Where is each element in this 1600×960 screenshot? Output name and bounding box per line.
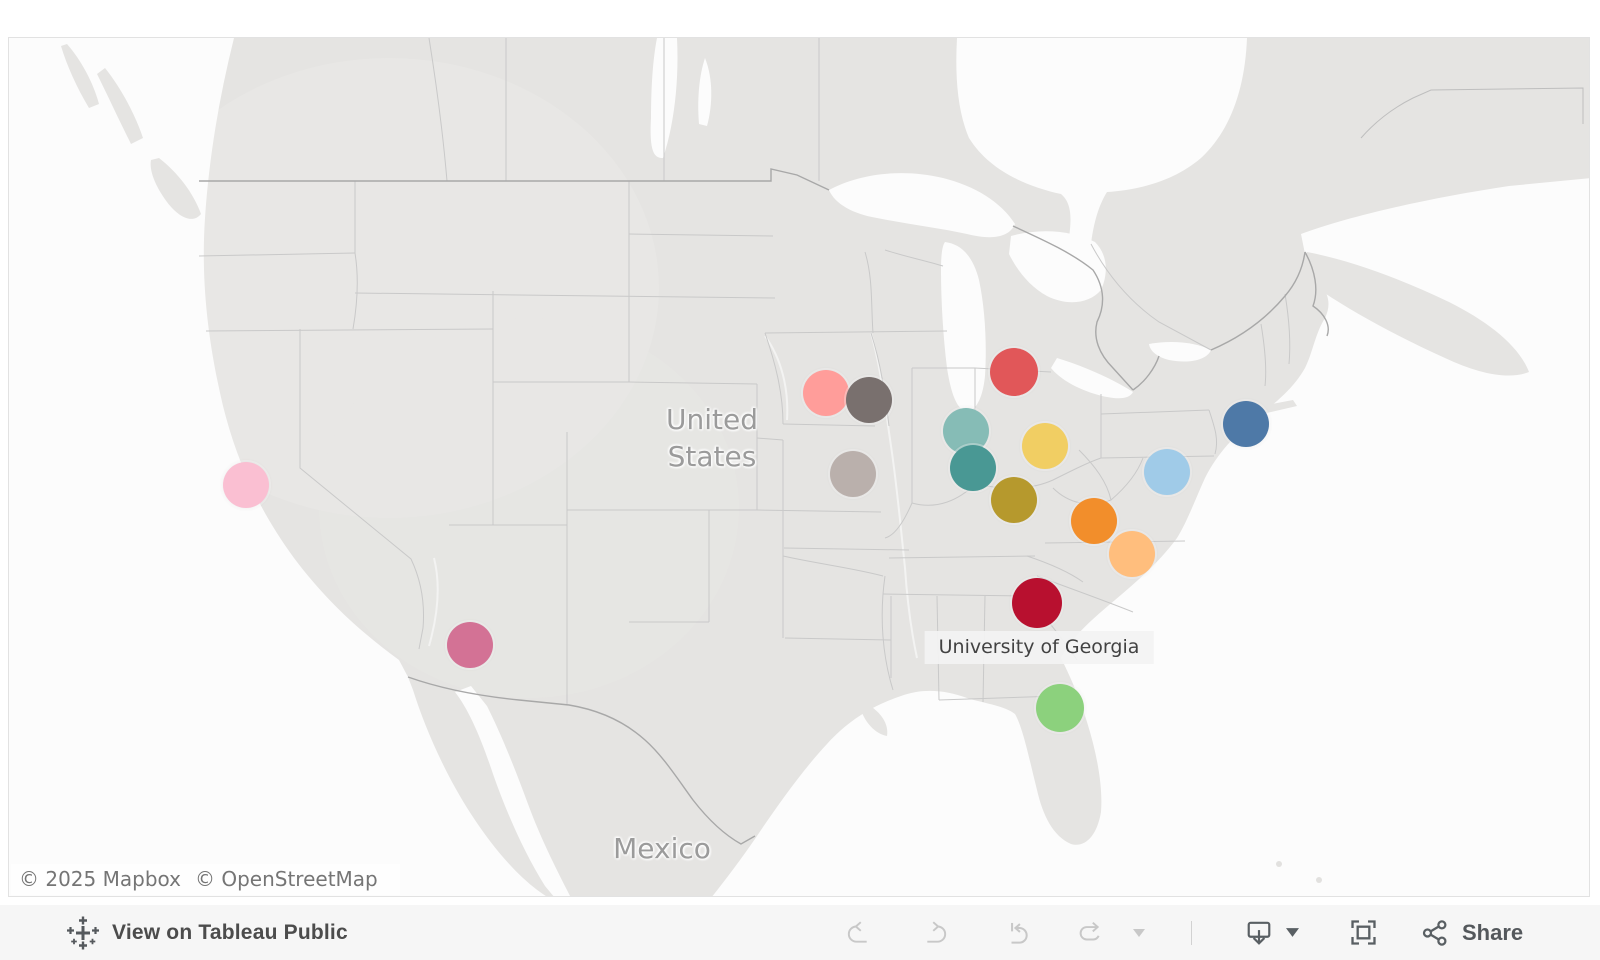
download-menu-caret-icon[interactable] — [1284, 905, 1300, 960]
tableau-toolbar: View on Tableau Public — [0, 905, 1600, 960]
download-button[interactable] — [1243, 905, 1275, 960]
mapbox-attribution-link[interactable]: © 2025 Mapbox — [19, 867, 181, 891]
redo-button[interactable] — [922, 905, 950, 960]
geo-label-mexico: Mexico — [613, 832, 711, 865]
map-attribution: © 2025 Mapbox © OpenStreetMap — [11, 864, 400, 895]
map-canvas[interactable]: United States Mexico University of Georg… — [8, 37, 1590, 897]
reset-button[interactable] — [1001, 905, 1031, 960]
mark-light-orange[interactable] — [1109, 531, 1155, 577]
refresh-menu-caret-icon[interactable] — [1131, 905, 1147, 960]
toolbar-divider — [1191, 921, 1192, 945]
share-icon — [1422, 919, 1447, 946]
view-on-tableau-public-button[interactable]: View on Tableau Public — [66, 905, 348, 960]
undo-button[interactable] — [843, 905, 871, 960]
view-on-tableau-public-label: View on Tableau Public — [112, 920, 348, 944]
fullscreen-button[interactable] — [1346, 905, 1380, 960]
mark-dark-blue[interactable] — [1223, 401, 1269, 447]
osm-attribution-link[interactable]: © OpenStreetMap — [194, 867, 378, 891]
mark-university-of-georgia[interactable] — [1012, 578, 1062, 628]
mark-olive[interactable] — [991, 477, 1037, 523]
share-label: Share — [1462, 919, 1524, 945]
mark-orange[interactable] — [1071, 498, 1117, 544]
mark-salmon[interactable] — [803, 370, 849, 416]
mark-green[interactable] — [1036, 684, 1084, 732]
tableau-logo-icon — [67, 916, 99, 949]
mark-light-blue[interactable] — [1144, 449, 1190, 495]
mark-teal[interactable] — [950, 445, 996, 491]
mark-red[interactable] — [990, 348, 1038, 396]
mark-label-university-of-georgia: University of Georgia — [924, 631, 1154, 664]
mark-light-gray[interactable] — [830, 451, 876, 497]
mark-pink[interactable] — [447, 622, 493, 668]
mark-light-pink[interactable] — [223, 462, 269, 508]
mark-yellow[interactable] — [1022, 423, 1068, 469]
basemap-north-america — [9, 38, 1589, 896]
mark-dark-gray[interactable] — [846, 377, 892, 423]
share-button[interactable]: Share — [1420, 905, 1560, 960]
geo-label-united-states: United States — [666, 403, 758, 473]
refresh-button[interactable] — [1074, 905, 1104, 960]
marks-layer — [9, 38, 1589, 896]
